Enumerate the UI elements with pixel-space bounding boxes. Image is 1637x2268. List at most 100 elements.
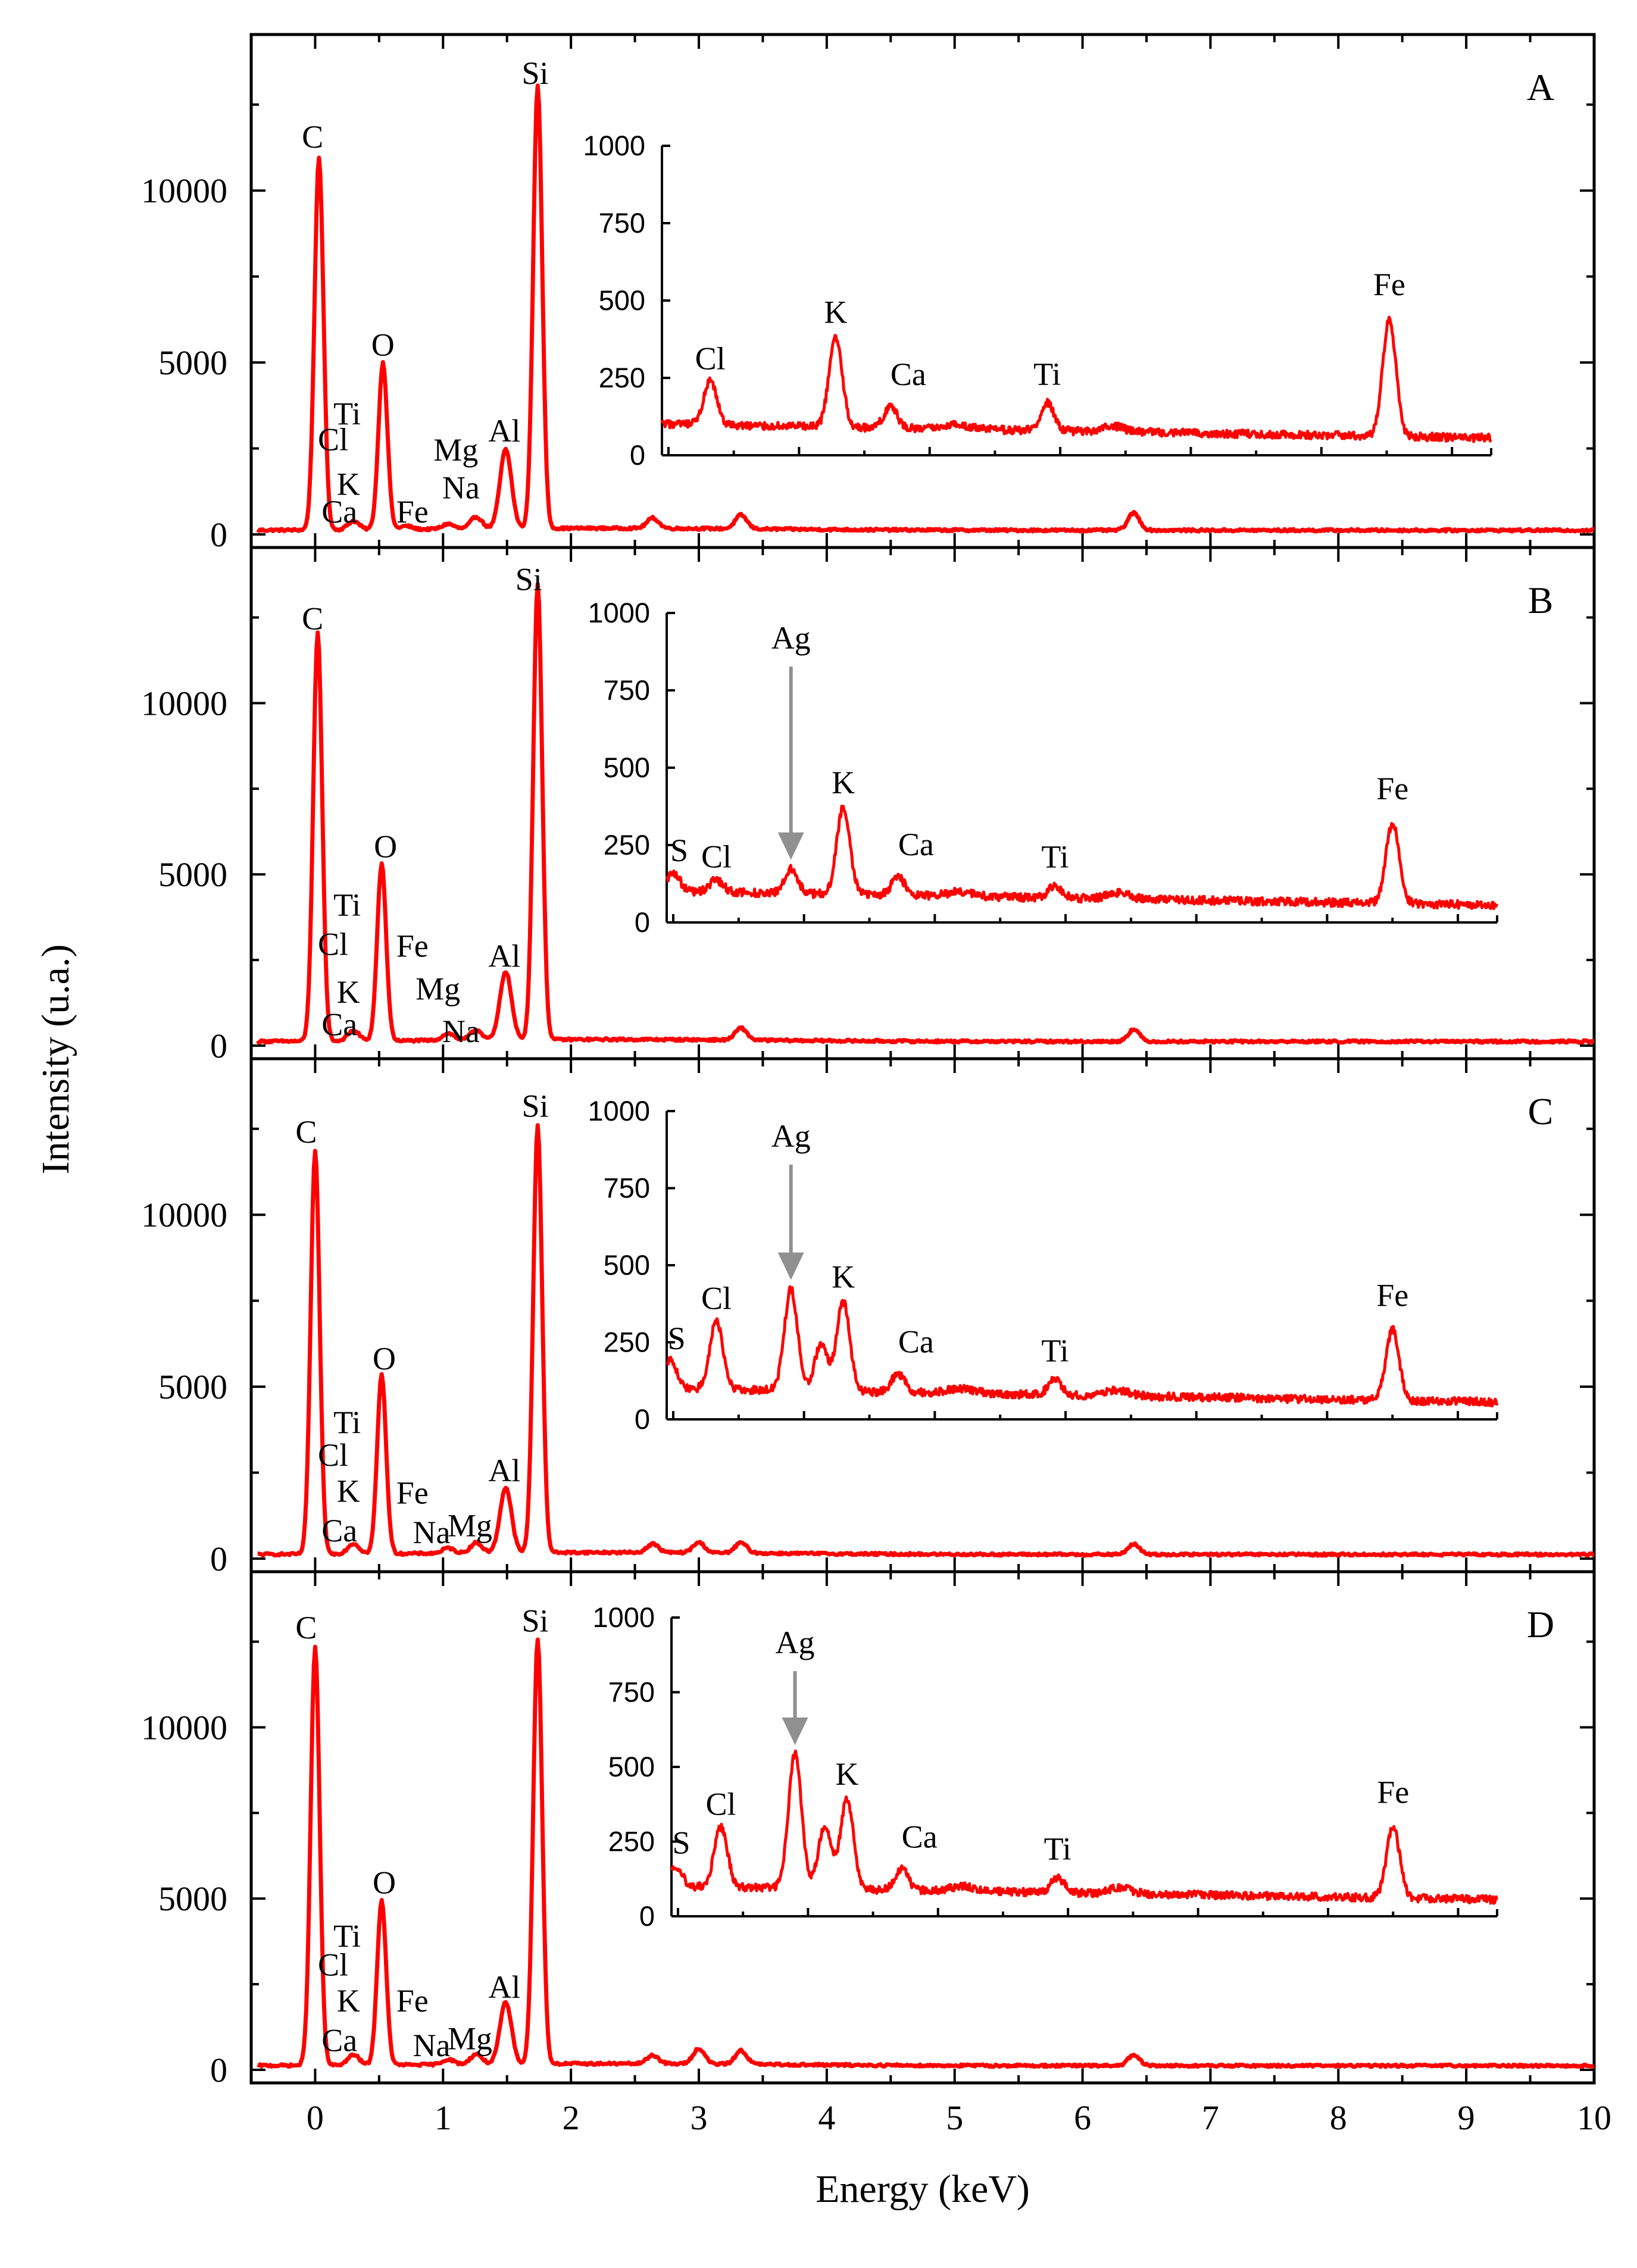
- inset-label-k: K: [824, 295, 847, 330]
- panel-label: B: [1528, 579, 1554, 621]
- y-tick-label: 5000: [158, 855, 227, 894]
- element-label-al: Al: [488, 413, 520, 449]
- element-label-al: Al: [488, 1969, 520, 2005]
- element-label-si: Si: [516, 562, 542, 597]
- element-label-fe: Fe: [396, 1475, 429, 1511]
- inset-spectrum-line: [660, 315, 1492, 443]
- spectrum-line: [257, 1637, 1595, 2069]
- y-tick-label: 5000: [158, 343, 227, 382]
- element-label-al: Al: [488, 939, 520, 974]
- x-tick-label: 9: [1458, 2098, 1475, 2137]
- y-tick-label: 0: [210, 1540, 227, 1578]
- inset-y-tick-label: 750: [604, 674, 650, 706]
- inset-y-tick-label: 1000: [588, 597, 650, 628]
- inset-y-tick-label: 750: [604, 1172, 650, 1204]
- panel-label: A: [1527, 66, 1554, 108]
- inset-label-ti: Ti: [1041, 1333, 1069, 1369]
- element-label-k: K: [337, 974, 360, 1010]
- inset-c: [666, 1110, 1499, 1421]
- element-label-na: Na: [442, 1013, 480, 1049]
- element-label-k: K: [337, 467, 360, 502]
- x-tick-label: 1: [435, 2098, 452, 2137]
- element-label-cl: Cl: [318, 421, 348, 457]
- element-label-ti: Ti: [333, 1404, 361, 1440]
- y-tick-label: 10000: [141, 171, 227, 210]
- inset-y-tick-label: 1000: [592, 1601, 655, 1633]
- inset-y-tick-label: 250: [599, 362, 645, 393]
- y-tick-label: 10000: [141, 1196, 227, 1234]
- y-tick-label: 0: [210, 1027, 227, 1065]
- inset-spectrum-line: [665, 805, 1498, 911]
- inset-label-ag: Ag: [776, 1625, 815, 1660]
- y-tick-label: 10000: [141, 684, 227, 722]
- inset-label-cl: Cl: [695, 341, 726, 377]
- element-label-al: Al: [488, 1453, 520, 1488]
- element-label-na: Na: [442, 470, 480, 505]
- element-label-fe: Fe: [396, 928, 429, 963]
- x-tick-label: 6: [1074, 2098, 1091, 2137]
- element-label-ca: Ca: [321, 1513, 357, 1549]
- inset-label-ca: Ca: [891, 356, 926, 392]
- element-label-ti: Ti: [333, 396, 361, 431]
- inset-label-k: K: [832, 765, 855, 800]
- element-label-ti: Ti: [333, 1918, 361, 1954]
- inset-label-cl: Cl: [705, 1786, 736, 1822]
- inset-y-tick-label: 0: [630, 439, 645, 471]
- inset-d: [670, 1616, 1499, 1917]
- ag-arrow-head: [777, 832, 804, 860]
- inset-label-ca: Ca: [898, 1324, 934, 1359]
- x-tick-label: 5: [946, 2098, 963, 2137]
- x-tick-label: 10: [1577, 2098, 1611, 2137]
- x-tick-label: 2: [563, 2098, 580, 2137]
- element-label-k: K: [337, 1474, 360, 1509]
- y-tick-label: 0: [210, 2051, 227, 2089]
- panel-label: C: [1528, 1090, 1554, 1133]
- element-label-c: C: [302, 119, 323, 155]
- element-label-c: C: [295, 1610, 317, 1646]
- element-label-c: C: [302, 601, 323, 637]
- element-label-mg: Mg: [448, 2020, 492, 2056]
- element-label-ca: Ca: [321, 1007, 357, 1043]
- element-label-o: O: [373, 1865, 396, 1901]
- element-label-ca: Ca: [321, 494, 357, 530]
- element-label-si: Si: [521, 1088, 548, 1124]
- x-tick-label: 3: [691, 2098, 708, 2137]
- element-label-na: Na: [413, 1515, 450, 1550]
- y-axis-title: Intensity (u.a.): [34, 944, 77, 1175]
- inset-spectrum-line: [670, 1749, 1499, 1905]
- inset-label-ag: Ag: [771, 1118, 811, 1154]
- inset-label-ag: Ag: [771, 620, 811, 656]
- element-label-fe: Fe: [396, 494, 429, 530]
- element-label-cl: Cl: [318, 1947, 348, 1983]
- inset-y-tick-label: 0: [635, 906, 650, 938]
- y-tick-label: 5000: [158, 1879, 227, 1918]
- inset-label-ca: Ca: [902, 1819, 938, 1855]
- inset-y-tick-label: 0: [635, 1403, 650, 1435]
- inset-label-cl: Cl: [701, 1281, 732, 1316]
- inset-label-fe: Fe: [1373, 267, 1405, 302]
- x-tick-label: 4: [818, 2098, 835, 2137]
- x-tick-label: 7: [1202, 2098, 1219, 2137]
- inset-y-tick-label: 500: [599, 284, 645, 316]
- element-label-cl: Cl: [318, 926, 348, 962]
- ag-arrow-head: [777, 1252, 804, 1280]
- element-label-o: O: [374, 828, 397, 864]
- element-label-ti: Ti: [333, 887, 361, 922]
- y-tick-label: 5000: [158, 1368, 227, 1406]
- spectrum-line: [255, 581, 1595, 1045]
- element-label-o: O: [371, 327, 395, 363]
- x-tick-label: 0: [307, 2098, 324, 2137]
- x-tick-label: 8: [1330, 2098, 1347, 2137]
- element-label-mg: Mg: [448, 1507, 492, 1543]
- element-label-cl: Cl: [318, 1437, 348, 1473]
- inset-label-s: S: [668, 1321, 686, 1356]
- element-label-na: Na: [413, 2028, 450, 2063]
- inset-label-fe: Fe: [1376, 771, 1408, 806]
- inset-label-k: K: [832, 1259, 855, 1294]
- inset-label-s: S: [670, 833, 688, 868]
- y-tick-label: 10000: [141, 1708, 227, 1747]
- inset-y-tick-label: 750: [608, 1676, 655, 1708]
- element-label-si: Si: [521, 55, 548, 91]
- panel-label: D: [1527, 1603, 1554, 1646]
